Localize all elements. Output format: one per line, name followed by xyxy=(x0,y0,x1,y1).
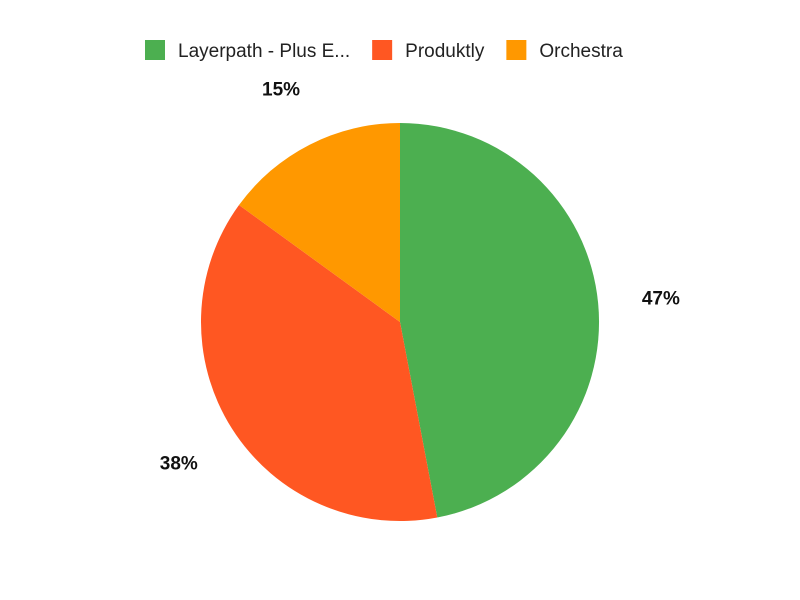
legend-item[interactable]: Orchestra xyxy=(506,40,623,62)
data-labels: 47% 38% 15% xyxy=(160,80,680,475)
legend-label: Layerpath - Plus E... xyxy=(178,41,350,62)
legend: Layerpath - Plus E... Produktly Orchestra xyxy=(145,40,623,62)
legend-swatch xyxy=(372,40,393,60)
slice-data-label: 47% xyxy=(642,288,680,309)
pie-slice[interactable] xyxy=(239,123,400,322)
slice-data-label: 38% xyxy=(160,453,198,474)
legend-item[interactable]: Layerpath - Plus E... xyxy=(145,40,350,62)
pie-slices xyxy=(201,123,600,522)
slice-data-label: 15% xyxy=(262,80,300,101)
legend-label: Produktly xyxy=(405,41,485,62)
legend-item[interactable]: Produktly xyxy=(372,40,485,62)
pie-slice[interactable] xyxy=(201,205,438,522)
pie-slice[interactable] xyxy=(400,123,600,518)
legend-swatch xyxy=(145,40,165,60)
legend-label: Orchestra xyxy=(539,41,623,62)
legend-swatch xyxy=(506,40,527,60)
